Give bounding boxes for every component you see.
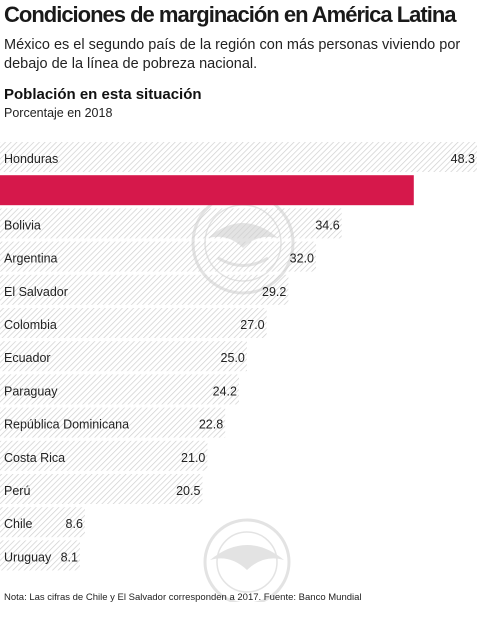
category-label: Paraguay xyxy=(4,384,58,398)
category-label: Colombia xyxy=(4,318,57,332)
category-label: Honduras xyxy=(4,152,58,166)
bar xyxy=(0,374,239,405)
chart-subtitle: México es el segundo país de la región c… xyxy=(4,37,461,72)
bar xyxy=(0,142,477,172)
bar xyxy=(0,474,203,504)
category-label: Bolivia xyxy=(4,218,41,232)
bar xyxy=(0,208,342,239)
category-label: República Dominicana xyxy=(4,418,129,432)
bar xyxy=(0,540,80,571)
bar xyxy=(0,507,85,538)
bar xyxy=(0,274,289,305)
category-label: Ecuador xyxy=(4,351,51,365)
bar-highlighted xyxy=(0,175,414,206)
category-label: Argentina xyxy=(4,252,58,266)
value-label: 22.8 xyxy=(199,418,223,432)
value-label: 27.0 xyxy=(240,318,264,332)
value-label: 32.0 xyxy=(290,252,314,266)
bar xyxy=(0,341,247,372)
footnote: Nota: Las cifras de Chile y El Salvador … xyxy=(4,592,362,603)
category-label: Chile xyxy=(4,517,33,531)
value-label: 29.2 xyxy=(262,285,286,299)
value-label: 48.3 xyxy=(451,152,475,166)
bar xyxy=(0,407,226,438)
chart-title: Condiciones de marginación en América La… xyxy=(4,2,457,27)
bar xyxy=(0,308,267,338)
category-label: Perú xyxy=(4,484,30,498)
category-label: El Salvador xyxy=(4,285,68,299)
value-label: 24.2 xyxy=(213,384,237,398)
category-label: Costa Rica xyxy=(4,451,65,465)
category-label: Uruguay xyxy=(4,550,52,564)
bar xyxy=(0,440,208,471)
section-title: Población en esta situación xyxy=(4,86,202,103)
value-label: 25.0 xyxy=(221,351,245,365)
section-subtitle: Porcentaje en 2018 xyxy=(4,106,113,120)
value-label: 34.6 xyxy=(315,218,339,232)
value-label: 21.0 xyxy=(181,451,205,465)
eagle-seal-watermark-icon xyxy=(203,518,291,602)
value-label: 20.5 xyxy=(176,484,200,498)
value-label: 8.6 xyxy=(66,517,83,531)
value-label: 8.1 xyxy=(61,550,78,564)
bar xyxy=(0,241,317,272)
